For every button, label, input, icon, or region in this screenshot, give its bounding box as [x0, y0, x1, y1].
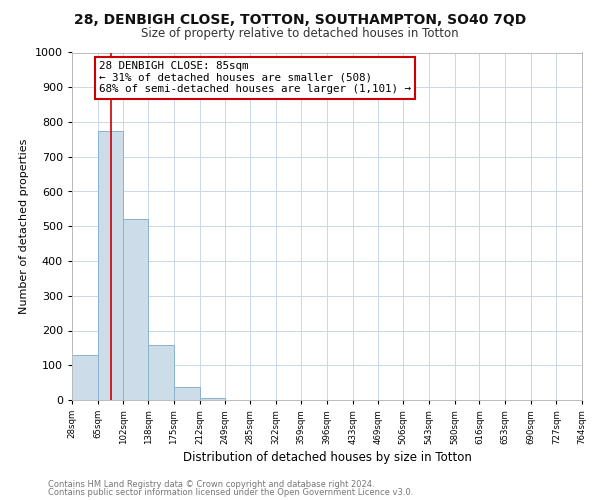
- Text: Contains public sector information licensed under the Open Government Licence v3: Contains public sector information licen…: [48, 488, 413, 497]
- Bar: [98, 130, 123, 400]
- Bar: [199, 398, 225, 400]
- Bar: [123, 220, 148, 400]
- Text: Contains HM Land Registry data © Crown copyright and database right 2024.: Contains HM Land Registry data © Crown c…: [48, 480, 374, 489]
- Y-axis label: Number of detached properties: Number of detached properties: [19, 138, 29, 314]
- Text: 28 DENBIGH CLOSE: 85sqm
← 31% of detached houses are smaller (508)
68% of semi-d: 28 DENBIGH CLOSE: 85sqm ← 31% of detache…: [99, 61, 411, 94]
- Bar: [72, 355, 98, 400]
- X-axis label: Distribution of detached houses by size in Totton: Distribution of detached houses by size …: [182, 451, 472, 464]
- Text: Size of property relative to detached houses in Totton: Size of property relative to detached ho…: [141, 28, 459, 40]
- Bar: [148, 346, 174, 400]
- Bar: [174, 387, 199, 400]
- Text: 28, DENBIGH CLOSE, TOTTON, SOUTHAMPTON, SO40 7QD: 28, DENBIGH CLOSE, TOTTON, SOUTHAMPTON, …: [74, 12, 526, 26]
